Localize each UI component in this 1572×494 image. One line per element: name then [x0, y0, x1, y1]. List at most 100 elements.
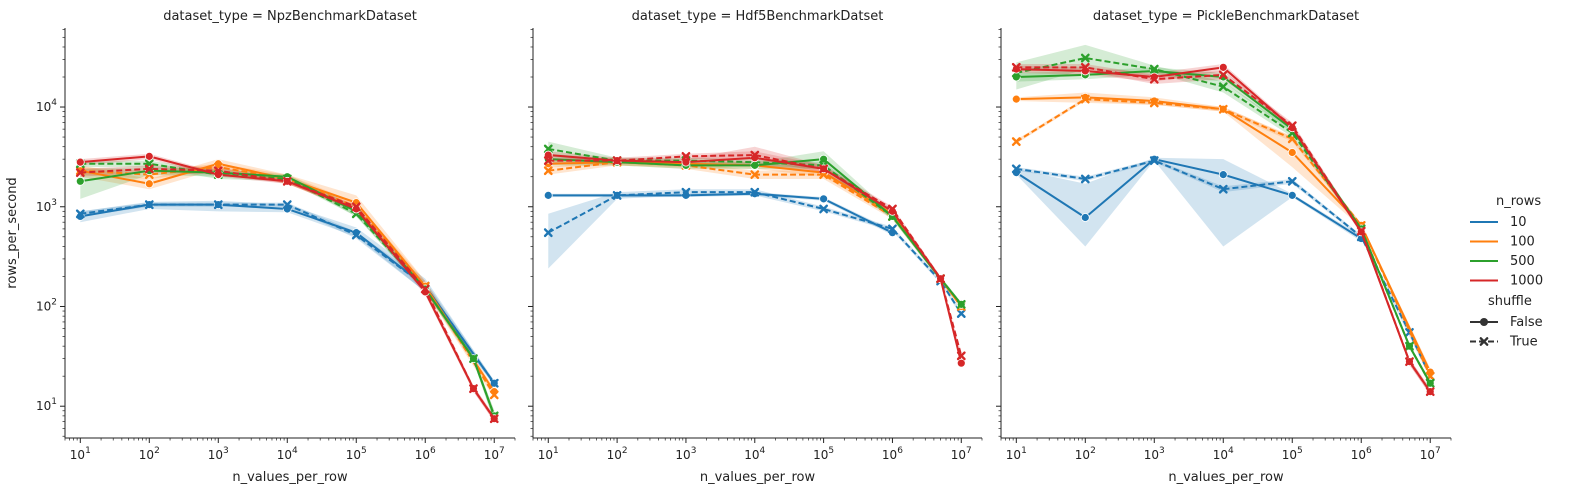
series-line [1016, 159, 1432, 377]
ci-band [548, 146, 962, 365]
ci-band [548, 192, 893, 236]
legend-style-title: shuffle [1488, 294, 1532, 309]
data-point [1425, 387, 1435, 397]
x-tick-label: 105 [346, 446, 367, 462]
x-tick-label: 104 [1213, 446, 1234, 462]
data-point [213, 200, 223, 210]
data-point [681, 157, 691, 167]
y-axis-label: rows_per_second [5, 177, 20, 288]
data-point [1287, 121, 1297, 131]
data-point [543, 144, 553, 154]
data-point [888, 224, 897, 234]
x-tick-label: 107 [484, 446, 505, 462]
data-point [489, 390, 499, 400]
data-point [888, 204, 897, 214]
data-point [1011, 94, 1021, 104]
ci-band [548, 159, 962, 309]
legend-hue-title: n_rows [1496, 194, 1541, 209]
data-point [1080, 53, 1090, 63]
data-point [612, 156, 622, 166]
data-point [75, 157, 85, 167]
data-point [1149, 156, 1159, 166]
ci-band [1016, 157, 1362, 247]
x-tick-label: 105 [813, 446, 834, 462]
data-point [1405, 357, 1414, 367]
data-point [750, 150, 760, 160]
ci-band [548, 151, 962, 359]
y-tick-label: 103 [36, 198, 57, 214]
data-point [469, 354, 478, 364]
x-tick-label: 104 [277, 446, 298, 462]
data-point [681, 187, 691, 197]
series-line [548, 154, 963, 357]
data-point [75, 168, 85, 178]
legend-label: True [1509, 335, 1538, 350]
series-line [80, 162, 496, 393]
data-point [351, 202, 361, 212]
x-tick-label: 102 [1075, 446, 1096, 462]
data-point [1080, 94, 1090, 104]
data-point [489, 378, 499, 388]
panel-3: dataset_type = PickleBenchmarkDataset 101… [996, 9, 1452, 485]
x-tick-label: 107 [1420, 446, 1441, 462]
data-point [1080, 174, 1090, 184]
x-tick-label: 101 [70, 446, 91, 462]
data-point [819, 154, 829, 164]
ci-band [548, 159, 962, 309]
data-point [1218, 62, 1228, 72]
panel-title: dataset_type = PickleBenchmarkDataset [1093, 9, 1359, 24]
data-point [144, 179, 154, 189]
series-line [80, 155, 496, 420]
legend: n_rows 10 100 500 1000 shuffle False True [1470, 194, 1543, 350]
series-line [80, 167, 496, 420]
data-point [489, 414, 499, 424]
data-point [1405, 341, 1414, 351]
panel-title: dataset_type = NpzBenchmarkDataset [163, 9, 417, 24]
series-line [1016, 66, 1432, 393]
legend-label: 100 [1510, 235, 1535, 250]
data-point [543, 166, 553, 176]
data-point [1287, 148, 1297, 157]
series-line [1016, 57, 1432, 384]
data-point [75, 176, 85, 186]
x-tick-label: 104 [744, 446, 765, 462]
series-line [80, 162, 496, 417]
y-tick-label: 104 [36, 98, 57, 114]
data-point [1218, 170, 1228, 180]
x-tick-label: 101 [1006, 446, 1027, 462]
x-axis-label: n_values_per_row [700, 470, 816, 485]
data-point [420, 284, 430, 294]
data-point [144, 151, 154, 161]
data-point [750, 187, 760, 197]
data-point [75, 209, 85, 219]
data-point [543, 156, 553, 166]
series-line [548, 154, 963, 364]
panel-2: dataset_type = Hdf5BenchmarkDatset 101 102… [528, 9, 983, 485]
data-point [956, 358, 966, 368]
data-point [1149, 64, 1159, 74]
series-line [548, 192, 893, 234]
data-point [1218, 82, 1228, 92]
data-point [612, 190, 622, 200]
x-tick-label: 106 [1351, 446, 1372, 462]
x-axis-label: n_values_per_row [232, 470, 348, 485]
y-tick-label: 101 [36, 397, 57, 413]
legend-label: False [1510, 315, 1543, 330]
legend-label: 10 [1510, 215, 1527, 230]
data-point [1011, 137, 1021, 147]
data-point [681, 151, 691, 161]
y-tick-label: 102 [36, 297, 57, 313]
series-line [547, 191, 963, 315]
x-tick-label: 106 [415, 446, 436, 462]
data-point [819, 164, 829, 174]
data-point [1149, 98, 1159, 108]
data-point [819, 194, 829, 204]
data-point [144, 200, 154, 210]
data-point [750, 170, 760, 180]
x-tick-label: 102 [607, 446, 628, 462]
data-point [282, 200, 292, 210]
data-point [144, 164, 154, 174]
ci-band [80, 163, 495, 399]
x-tick-label: 107 [951, 446, 972, 462]
